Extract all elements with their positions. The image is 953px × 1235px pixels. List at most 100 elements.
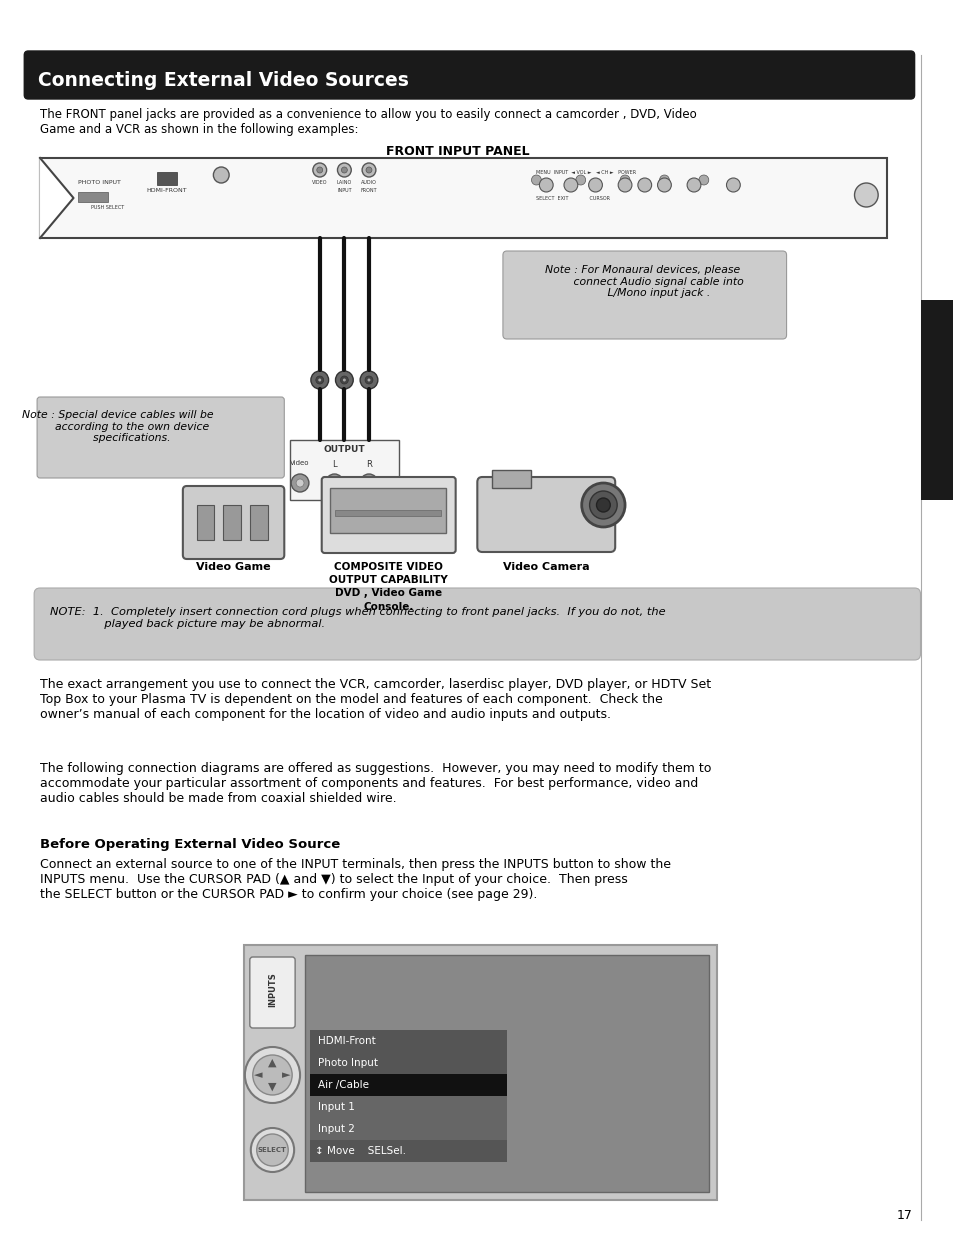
- Text: L: L: [332, 459, 336, 469]
- Text: COMPOSITE VIDEO
OUTPUT CAPABILITY
DVD , Video Game
Console.: COMPOSITE VIDEO OUTPUT CAPABILITY DVD , …: [329, 562, 448, 611]
- Bar: [196, 505, 214, 540]
- Text: ►: ►: [282, 1070, 291, 1079]
- Text: HDMI-FRONT: HDMI-FRONT: [147, 188, 187, 193]
- Bar: [244, 945, 716, 1200]
- Text: INPUT: INPUT: [336, 188, 352, 193]
- Circle shape: [659, 175, 669, 185]
- Text: The exact arrangement you use to connect the VCR, camcorder, laserdisc player, D: The exact arrangement you use to connect…: [40, 678, 710, 721]
- Circle shape: [331, 479, 338, 487]
- Text: Connecting External Video Sources: Connecting External Video Sources: [38, 70, 409, 89]
- Circle shape: [335, 370, 353, 389]
- Circle shape: [251, 1128, 294, 1172]
- Circle shape: [726, 178, 740, 191]
- Circle shape: [256, 1134, 288, 1166]
- Circle shape: [563, 178, 578, 191]
- FancyBboxPatch shape: [476, 477, 615, 552]
- Circle shape: [365, 479, 373, 487]
- Bar: [310, 1118, 506, 1140]
- Polygon shape: [40, 158, 73, 238]
- Circle shape: [359, 370, 377, 389]
- Bar: [290, 440, 398, 500]
- Bar: [492, 471, 531, 488]
- FancyBboxPatch shape: [34, 588, 920, 659]
- Bar: [40, 158, 886, 238]
- Circle shape: [316, 167, 322, 173]
- Text: Note : For Monaural devices, please
         connect Audio signal cable into
   : Note : For Monaural devices, please conn…: [541, 266, 743, 298]
- Circle shape: [311, 370, 328, 389]
- Circle shape: [576, 175, 585, 185]
- FancyBboxPatch shape: [24, 51, 914, 99]
- Text: SELECT: SELECT: [257, 1147, 287, 1153]
- FancyBboxPatch shape: [183, 487, 284, 559]
- Circle shape: [366, 167, 372, 173]
- Text: Photo Input: Photo Input: [317, 1058, 377, 1068]
- Circle shape: [325, 474, 343, 492]
- Circle shape: [245, 1047, 300, 1103]
- Circle shape: [213, 167, 229, 183]
- Circle shape: [686, 178, 700, 191]
- Circle shape: [638, 178, 651, 191]
- Bar: [78, 191, 108, 203]
- Bar: [310, 1140, 506, 1162]
- Text: FRONT INPUT PANEL: FRONT INPUT PANEL: [385, 144, 529, 158]
- Text: Input 2: Input 2: [317, 1124, 355, 1134]
- Circle shape: [365, 375, 373, 384]
- Circle shape: [367, 378, 370, 382]
- Text: ▲: ▲: [268, 1058, 276, 1068]
- Bar: [157, 172, 176, 185]
- Bar: [310, 1052, 506, 1074]
- Text: The FRONT panel jacks are provided as a convenience to allow you to easily conne: The FRONT panel jacks are provided as a …: [40, 107, 696, 136]
- Circle shape: [588, 178, 601, 191]
- Circle shape: [340, 375, 348, 384]
- Text: HDMI-Front: HDMI-Front: [317, 1036, 375, 1046]
- Circle shape: [854, 183, 878, 207]
- Circle shape: [253, 1055, 292, 1095]
- Text: R: R: [366, 459, 372, 469]
- Circle shape: [362, 163, 375, 177]
- Text: LAINO: LAINO: [336, 180, 352, 185]
- Circle shape: [619, 175, 629, 185]
- Text: ◄: ◄: [254, 1070, 263, 1079]
- Circle shape: [359, 474, 377, 492]
- Bar: [305, 955, 708, 1192]
- Circle shape: [291, 474, 309, 492]
- Bar: [329, 488, 445, 534]
- Circle shape: [699, 175, 708, 185]
- Text: Note : Special device cables will be
        according to the own device
       : Note : Special device cables will be acc…: [22, 410, 213, 443]
- Circle shape: [589, 492, 617, 519]
- Text: INPUTS: INPUTS: [268, 973, 276, 1008]
- Text: Video Camera: Video Camera: [502, 562, 589, 572]
- Circle shape: [538, 178, 553, 191]
- Text: AUDIO: AUDIO: [360, 180, 376, 185]
- Bar: [310, 1030, 506, 1052]
- Text: ↕ Move    SELSel.: ↕ Move SELSel.: [314, 1146, 405, 1156]
- Text: Video: Video: [290, 459, 310, 466]
- Bar: [223, 505, 241, 540]
- Text: PUSH SELECT: PUSH SELECT: [91, 205, 125, 210]
- Text: Air /Cable: Air /Cable: [317, 1079, 369, 1091]
- FancyBboxPatch shape: [321, 477, 456, 553]
- Bar: [921, 300, 953, 500]
- Bar: [335, 510, 440, 516]
- Text: Before Operating External Video Source: Before Operating External Video Source: [40, 839, 340, 851]
- Circle shape: [342, 378, 346, 382]
- Text: Video Game: Video Game: [195, 562, 270, 572]
- FancyBboxPatch shape: [250, 957, 294, 1028]
- Bar: [310, 1095, 506, 1118]
- Text: Connect an external source to one of the INPUT terminals, then press the INPUTS : Connect an external source to one of the…: [40, 858, 670, 902]
- Text: Input 1: Input 1: [317, 1102, 355, 1112]
- Text: FRONT: FRONT: [360, 188, 376, 193]
- Circle shape: [657, 178, 671, 191]
- FancyBboxPatch shape: [502, 251, 785, 338]
- Text: NOTE:  1.  Completely insert connection cord plugs when connecting to front pane: NOTE: 1. Completely insert connection co…: [50, 606, 665, 629]
- Circle shape: [318, 378, 321, 382]
- Circle shape: [531, 175, 540, 185]
- Circle shape: [581, 483, 624, 527]
- Circle shape: [313, 163, 326, 177]
- Bar: [310, 1074, 506, 1095]
- Circle shape: [295, 479, 304, 487]
- Text: MENU  INPUT  ◄ VOL ►   ◄ CH ►   POWER: MENU INPUT ◄ VOL ► ◄ CH ► POWER: [536, 170, 636, 175]
- Circle shape: [337, 163, 351, 177]
- Circle shape: [315, 375, 323, 384]
- Circle shape: [341, 167, 347, 173]
